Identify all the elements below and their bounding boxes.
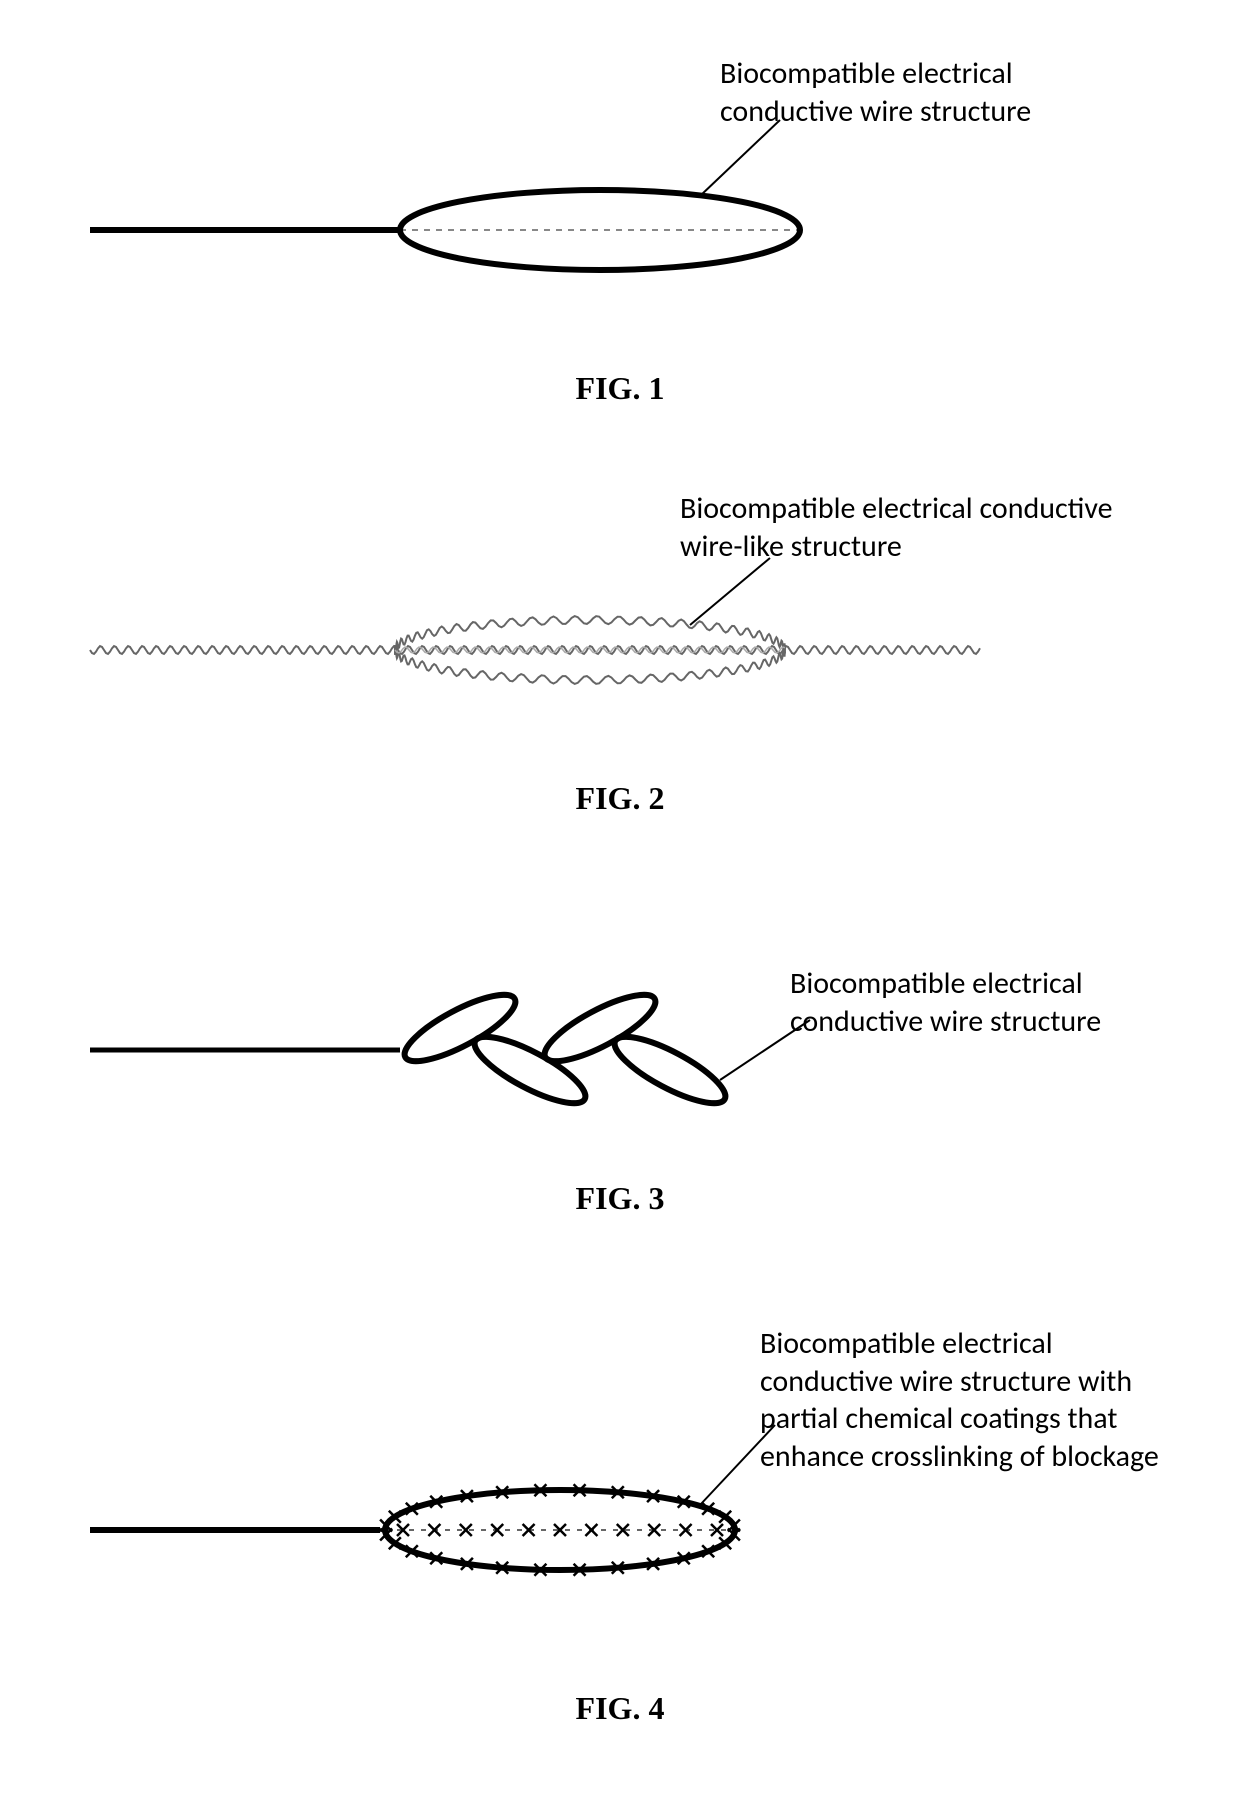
fig2-caption: FIG. 2	[0, 780, 1240, 817]
figure-1-panel: Biocompatible electrical conductive wire…	[0, 0, 1240, 450]
fig2-label: Biocompatible electrical conductive wire…	[680, 490, 1140, 565]
fig3-caption: FIG. 3	[0, 1180, 1240, 1217]
fig4-caption: FIG. 4	[0, 1690, 1240, 1727]
fig3-label: Biocompatible electrical conductive wire…	[790, 965, 1190, 1040]
figure-2-panel: Biocompatible electrical conductive wire…	[0, 450, 1240, 850]
fig1-label: Biocompatible electrical conductive wire…	[720, 55, 1120, 130]
fig1-caption: FIG. 1	[0, 370, 1240, 407]
figure-4-panel: Biocompatible electrical conductive wire…	[0, 1250, 1240, 1770]
fig4-label: Biocompatible electrical conductive wire…	[760, 1325, 1180, 1475]
figure-3-panel: Biocompatible electrical conductive wire…	[0, 850, 1240, 1250]
